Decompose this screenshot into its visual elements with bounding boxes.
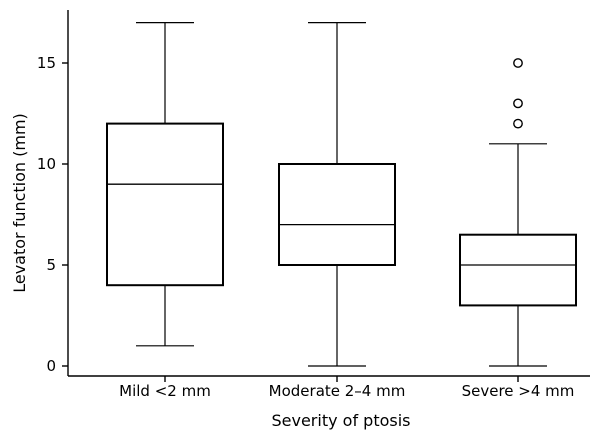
y-axis-label: Levator function (mm) <box>10 113 29 293</box>
box-0 <box>106 22 224 347</box>
x-ticks: Mild <2 mm Moderate 2–4 mm Severe >4 mm <box>119 376 574 400</box>
outlier-point <box>513 58 523 68</box>
axes: 0 5 10 15 Mild <2 mm Moderate 2–4 mm Severe >… <box>37 10 590 400</box>
boxes <box>106 22 577 367</box>
outlier-point <box>513 118 523 129</box>
iqr-box <box>459 233 577 307</box>
iqr-box <box>278 163 396 266</box>
y-tick-label-15: 15 <box>37 54 56 72</box>
x-tick-label-2: Severe >4 mm <box>462 382 575 400</box>
y-ticks: 0 5 10 15 <box>37 54 68 375</box>
outlier-point <box>513 98 523 109</box>
y-tick-label-10: 10 <box>37 155 56 173</box>
x-tick-label-0: Mild <2 mm <box>119 382 211 400</box>
box-2 <box>459 58 577 367</box>
y-tick-label-5: 5 <box>46 256 56 274</box>
x-tick-label-1: Moderate 2–4 mm <box>269 382 406 400</box>
x-axis-label: Severity of ptosis <box>271 411 410 430</box>
box-1 <box>278 22 396 367</box>
y-tick-label-0: 0 <box>46 357 56 375</box>
iqr-box <box>106 122 224 287</box>
